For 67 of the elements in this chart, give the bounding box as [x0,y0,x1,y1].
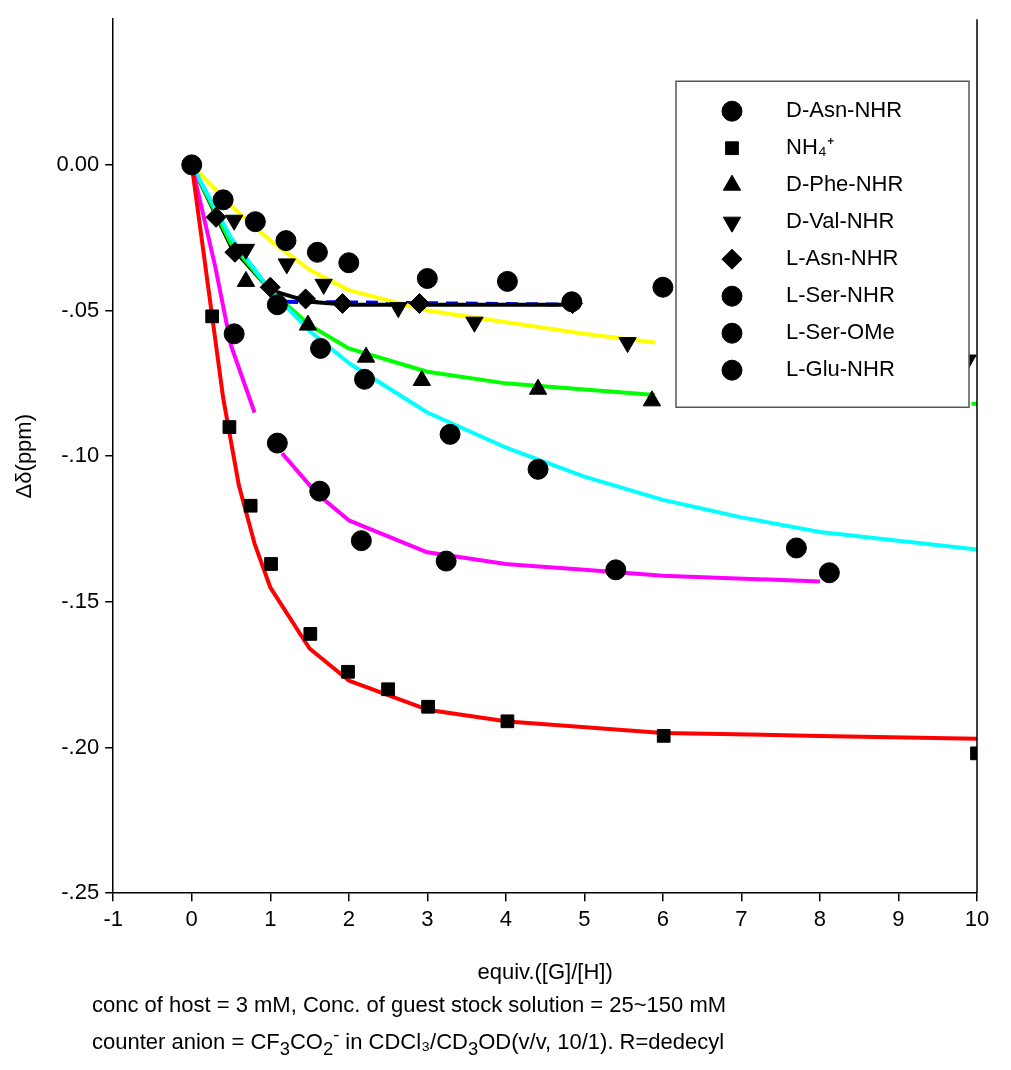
point [350,530,372,552]
point [439,423,461,445]
x-tick-label: 6 [656,906,670,932]
x-tick-label: 2 [342,906,355,932]
y-tick-label: -.25 [61,879,100,905]
y-tick-label: -.05 [61,296,100,322]
point [212,189,234,211]
x-axis-title: equiv.([G]/[H]) [477,958,613,984]
x-tick-label: 10 [964,906,990,932]
x-tick-label: 9 [892,906,905,932]
x-tick-label: -1 [103,906,123,932]
point [264,557,278,571]
point [332,293,354,315]
x-tick-label: 3 [421,906,434,932]
x-tick-label: 1 [264,906,277,932]
legend-label: L-Glu-NHR [786,356,895,382]
point [421,699,435,714]
point [416,267,438,289]
point [306,241,328,263]
point [785,537,807,559]
point [652,276,674,298]
legend-label: D-Phe-NHR [786,171,904,197]
x-tick-label: 7 [735,906,748,932]
point [496,270,518,292]
x-tick-label: 5 [578,906,591,932]
point [244,211,266,233]
point [354,368,375,390]
text: conc of host = 3 mM, Conc. of guest stock solution = 25~150 mM [92,991,728,1019]
x-tick-label: 4 [499,906,512,932]
point [205,206,227,228]
point [275,230,297,252]
point [243,498,258,513]
point [341,664,355,679]
point [223,323,245,345]
point [181,154,203,176]
point [338,252,360,274]
point [310,337,332,359]
point [500,714,515,729]
y-tick-label: -.15 [61,587,100,613]
point [656,729,671,743]
point [527,458,549,480]
point [309,480,331,502]
legend-label: D-Val-NHR [786,208,895,234]
legend-label: NH₄⁺ [786,134,834,160]
y-axis-title: Δδ(ppm) [11,414,37,499]
text: counter anion = CF$_{3}$CO$_{2}$$^{-}$ in CDCl₃/CD$_{3}$OD(v/v, 10/1). R=dedecyl [92,1023,726,1061]
y-tick-label: 0.00 [56,150,100,176]
point [259,276,281,298]
legend-label: L-Ser-NHR [786,282,895,308]
point [408,293,430,315]
point [435,550,457,572]
point [605,559,627,581]
point [266,432,288,454]
point [266,294,288,316]
legend-label: L-Ser-OMe [786,319,895,345]
x-tick-label: 0 [185,906,198,932]
x-tick-label: 8 [813,906,827,932]
point [222,420,237,434]
y-tick-label: -.10 [61,442,100,468]
point [303,627,318,641]
legend-label: D-Asn-NHR [786,97,903,123]
point [205,309,220,324]
point [295,288,317,310]
y-tick-label: -.20 [61,733,100,759]
legend-label: L-Asn-NHR [786,245,899,271]
point [381,682,395,697]
point [818,562,840,584]
